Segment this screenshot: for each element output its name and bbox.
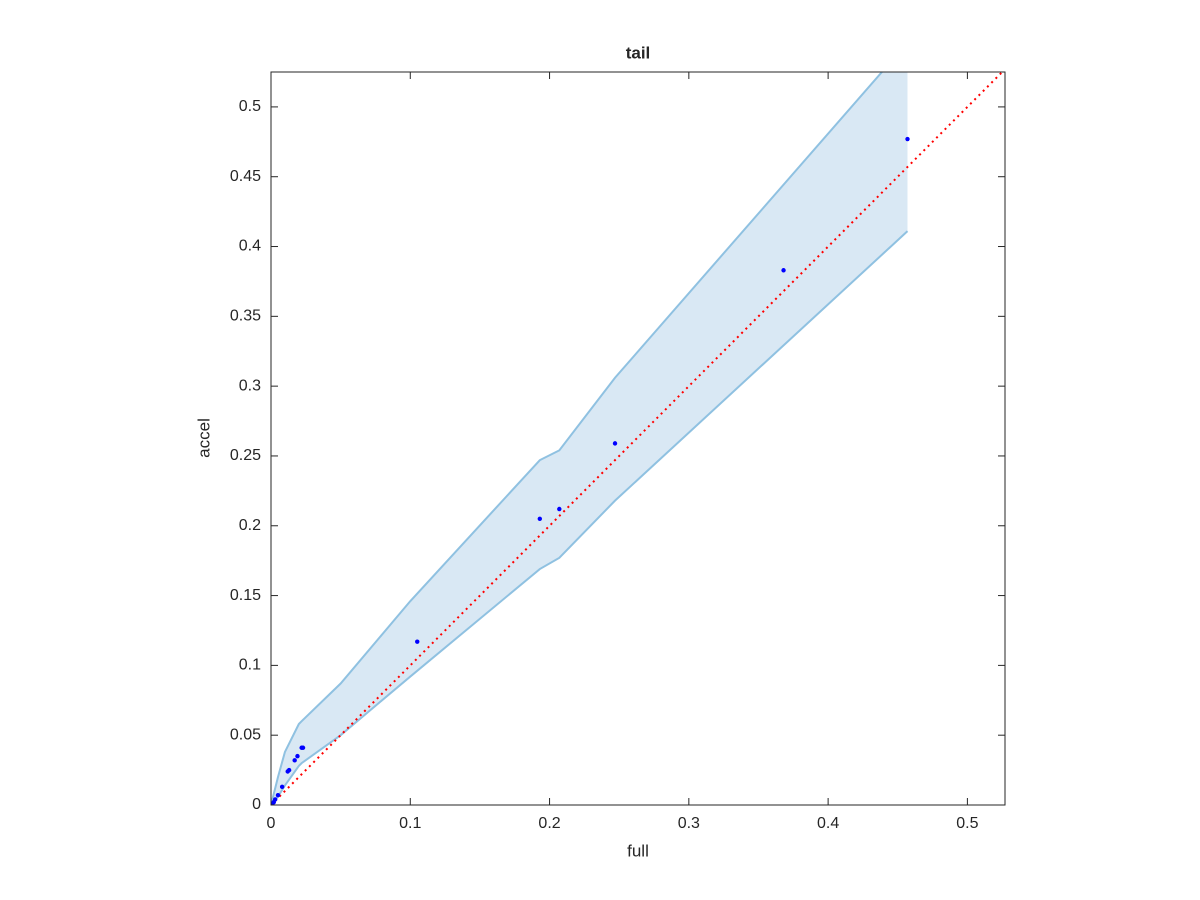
point (415, 639, 420, 644)
y-tick-label: 0.15 (230, 587, 261, 604)
y-tick-label: 0 (252, 796, 261, 813)
y-tick-label: 0.2 (239, 517, 261, 534)
y-tick-label: 0.3 (239, 377, 261, 394)
confidence-band (271, 72, 908, 805)
point (612, 441, 618, 446)
x-tick-label: 0.3 (678, 815, 700, 832)
y-tick-label: 0.45 (230, 168, 261, 185)
axes-box (270, 71, 1006, 806)
y-tick-label: 0.5 (239, 98, 261, 115)
plot-area (271, 72, 1004, 805)
y-tick-label: 0.35 (230, 308, 261, 325)
x-tick-label: 0.2 (538, 815, 560, 832)
point (279, 784, 285, 790)
x-tick-label: 0 (267, 815, 276, 832)
x-tick-label: 0.5 (956, 815, 978, 832)
point (537, 516, 543, 521)
y-tick-label: 0.4 (239, 238, 261, 255)
x-tick-label: 0.1 (399, 815, 421, 832)
y-tick-label: 0.1 (239, 657, 261, 674)
band-lower (271, 230, 909, 805)
point (557, 506, 562, 512)
point (300, 745, 306, 750)
point (295, 753, 300, 759)
y-axis-label: accel (194, 418, 213, 458)
y-tick-label: 0.25 (230, 447, 261, 464)
point (781, 268, 786, 273)
point (286, 767, 292, 773)
point (272, 797, 278, 802)
y-tick-label: 0.05 (230, 726, 261, 743)
point (292, 758, 297, 763)
x-axis-label: full (627, 841, 649, 860)
chart-title: tail (626, 43, 651, 62)
point (905, 136, 910, 142)
point (275, 793, 281, 798)
x-tick-label: 0.4 (817, 815, 839, 832)
band-upper (271, 72, 884, 805)
